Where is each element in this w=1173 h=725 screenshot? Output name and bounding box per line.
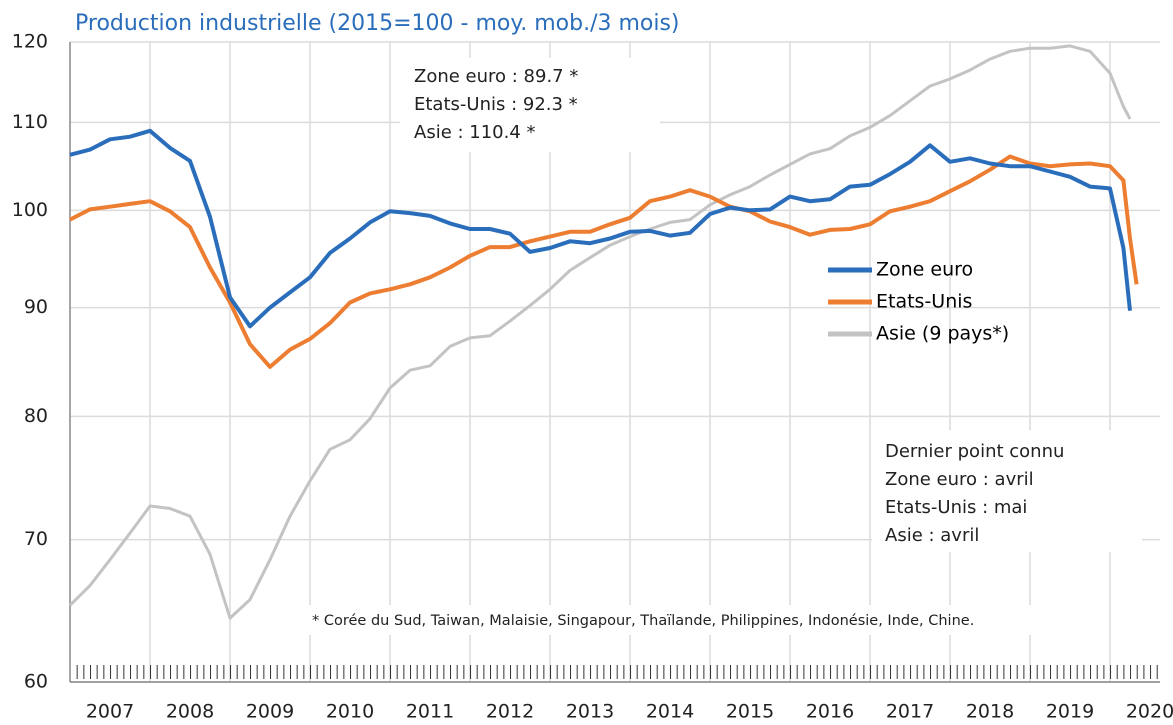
y-tick-label: 100: [12, 199, 48, 221]
y-tick-label: 60: [24, 671, 48, 693]
y-tick-label: 120: [12, 31, 48, 53]
annotation-box: [400, 58, 660, 152]
legend-label: Etats-Unis: [876, 291, 972, 313]
x-tick-label: 2016: [806, 701, 854, 723]
x-tick-label: 2020: [1126, 701, 1173, 723]
y-tick-label: 80: [24, 405, 48, 427]
annotations: Zone euro : 89.7 * Etats-Unis : 92.3 * Asi…: [305, 58, 1142, 635]
x-tick-label: 2018: [966, 701, 1014, 723]
annotation: Asie : 110.4 *: [414, 122, 536, 143]
x-tick-label: 2014: [646, 701, 694, 723]
plot: Zone euro Etats-Unis Asie (9 pays*): [68, 44, 1139, 620]
annotation-box: [872, 430, 1142, 552]
annotation: Zone euro : avril: [885, 469, 1034, 490]
x-tick-label: 2015: [726, 701, 774, 723]
footnote: * Corée du Sud, Taiwan, Malaisie, Singap…: [312, 613, 974, 629]
y-tick-label: 70: [24, 528, 48, 550]
x-tick-label: 2007: [86, 701, 134, 723]
annotation: Etats-Unis : mai: [885, 497, 1027, 518]
x-tick-label: 2017: [886, 701, 934, 723]
x-tick-label: 2013: [566, 701, 614, 723]
x-tick-label: 2019: [1046, 701, 1094, 723]
annotation: Dernier point connu: [885, 441, 1064, 462]
line: [69, 154, 1139, 369]
y-tick-label: 110: [12, 111, 48, 133]
x-tick-label: 2008: [166, 701, 214, 723]
y-tick-label: 90: [24, 296, 48, 318]
minor-ticks: [72, 665, 1160, 679]
annotation: Etats-Unis : 92.3 *: [414, 94, 578, 115]
annotation-box: [305, 605, 1105, 635]
annotation: Asie : avril: [885, 525, 979, 546]
annotation: Zone euro : 89.7 *: [414, 66, 578, 87]
x-tick-label: 2012: [486, 701, 534, 723]
x-tick-label: 2010: [326, 701, 374, 723]
x-tick-label: 2009: [246, 701, 294, 723]
x-tick-label: 2011: [406, 701, 454, 723]
legend-label: Zone euro: [876, 259, 973, 281]
chart-title: Production industrielle (2015=100 - moy.…: [75, 11, 680, 36]
legend-label: Asie (9 pays*): [876, 323, 1009, 345]
line: [68, 44, 1132, 620]
line: [69, 128, 1132, 329]
